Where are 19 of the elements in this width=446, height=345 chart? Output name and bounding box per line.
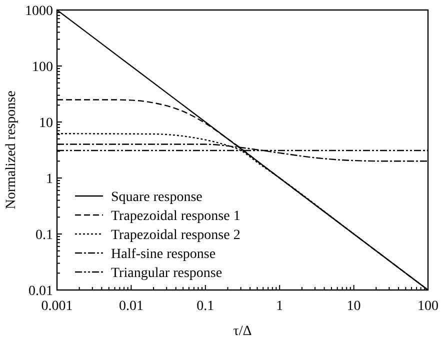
y-axis-title: Normalized response: [4, 90, 19, 210]
y-tick-label: 10: [39, 116, 53, 131]
x-tick-label: 0.01: [118, 299, 144, 314]
legend-label: Triangular response: [111, 266, 222, 281]
legend-label: Square response: [111, 190, 202, 205]
x-axis-title: τ/Δ: [233, 324, 252, 339]
y-tick-label: 0.1: [36, 228, 53, 243]
x-tick-label: 10: [346, 299, 361, 314]
x-tick-label: 100: [418, 299, 438, 314]
legend-label: Trapezoidal response 2: [111, 228, 240, 243]
x-tick-label: 0.001: [41, 299, 73, 314]
y-tick-label: 1: [46, 172, 53, 187]
y-tick-label: 0.01: [28, 284, 53, 299]
legend-label: Trapezoidal response 1: [111, 209, 240, 224]
x-tick-label: 0.1: [196, 299, 214, 314]
legend-label: Half-sine response: [111, 247, 216, 262]
x-tick-label: 1: [276, 299, 284, 314]
y-tick-label: 1000: [25, 4, 53, 19]
y-tick-label: 100: [32, 60, 53, 75]
